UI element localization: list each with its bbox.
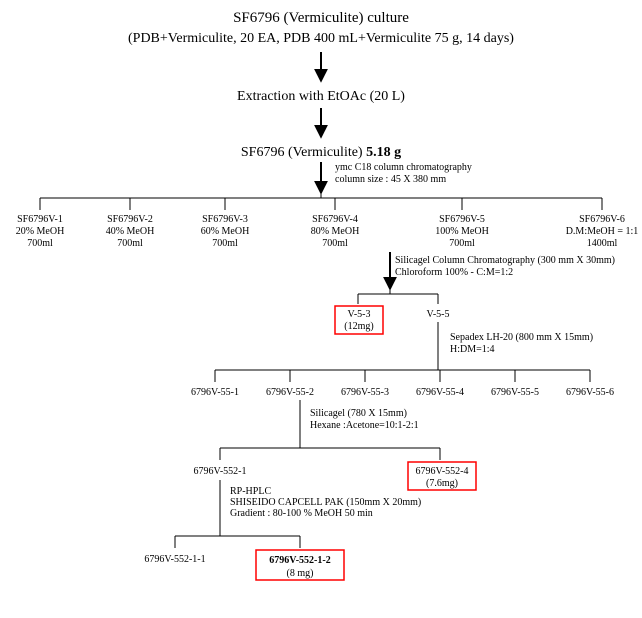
ann-seph-l1: Sepadex LH-20 (800 mm X 15mm)	[450, 332, 593, 343]
frac-vol: 1400ml	[587, 238, 618, 249]
v53-amt: (12mg)	[344, 321, 373, 332]
frac-vol: 700ml	[449, 238, 475, 249]
ann-silica2-l1: Silicagel (780 X 15mm)	[310, 408, 407, 419]
frac-solv: 100% MeOH	[435, 226, 489, 237]
frac-vol: 700ml	[27, 238, 53, 249]
frac-c18-5: SF6796V-6 D.M:MeOH = 1:1 1400ml	[566, 214, 639, 249]
frac-name: SF6796V-2	[107, 214, 153, 225]
f55-2: 6796V-55-3	[341, 387, 389, 398]
n5524: 6796V-552-4	[416, 466, 469, 477]
frac-name: SF6796V-4	[312, 214, 358, 225]
frac-solv: 80% MeOH	[311, 226, 360, 237]
frac-solv: D.M:MeOH = 1:1	[566, 226, 639, 237]
frac-c18-4: SF6796V-5 100% MeOH 700ml	[435, 214, 489, 249]
frac-c18-1: SF6796V-2 40% MeOH 700ml	[106, 214, 155, 249]
n55211: 6796V-552-1-1	[144, 554, 205, 565]
v53-name: V-5-3	[348, 309, 371, 320]
frac-vol: 700ml	[322, 238, 348, 249]
header-subtitle: (PDB+Vermiculite, 20 EA, PDB 400 mL+Verm…	[128, 31, 514, 46]
frac-c18-0: SF6796V-1 20% MeOH 700ml	[16, 214, 65, 249]
ann-seph-l2: H:DM=1:4	[450, 344, 495, 355]
frac-name: SF6796V-3	[202, 214, 248, 225]
f55-4: 6796V-55-5	[491, 387, 539, 398]
ann-c18-l2: column size : 45 X 380 mm	[335, 174, 446, 185]
frac-vol: 700ml	[117, 238, 143, 249]
step-mass-prefix: SF6796 (Vermiculite)	[241, 145, 366, 160]
frac-solv: 20% MeOH	[16, 226, 65, 237]
header-title: SF6796 (Vermiculite) culture	[233, 10, 409, 26]
ann-hplc-l3: Gradient : 80-100 % MeOH 50 min	[230, 508, 373, 519]
f55-1: 6796V-55-2	[266, 387, 314, 398]
step-mass: SF6796 (Vermiculite) 5.18 g	[241, 145, 401, 160]
f55-5: 6796V-55-6	[566, 387, 614, 398]
f55-3: 6796V-55-4	[416, 387, 464, 398]
frac-solv: 60% MeOH	[201, 226, 250, 237]
frac-c18-3: SF6796V-4 80% MeOH 700ml	[311, 214, 360, 249]
ann-c18-l1: ymc C18 column chromatography	[335, 162, 472, 173]
ann-silica2-l2: Hexane :Acetone=10:1-2:1	[310, 420, 419, 431]
frac-c18-2: SF6796V-3 60% MeOH 700ml	[201, 214, 250, 249]
n5521: 6796V-552-1	[194, 466, 247, 477]
n55212: 6796V-552-1-2	[269, 555, 330, 566]
step-mass-amount: 5.18 g	[366, 145, 401, 160]
a55212: (8 mg)	[287, 568, 314, 579]
frac-name: SF6796V-6	[579, 214, 625, 225]
ann-silica1-l2: Chloroform 100% - C:M=1:2	[395, 267, 513, 278]
frac-name: SF6796V-5	[439, 214, 485, 225]
ann-hplc-l2: SHISEIDO CAPCELL PAK (150mm X 20mm)	[230, 497, 421, 508]
frac-name: SF6796V-1	[17, 214, 63, 225]
f55-0: 6796V-55-1	[191, 387, 239, 398]
frac-vol: 700ml	[212, 238, 238, 249]
frac-solv: 40% MeOH	[106, 226, 155, 237]
a5524: (7.6mg)	[426, 478, 458, 489]
ann-hplc-l1: RP-HPLC	[230, 486, 271, 497]
ann-silica1-l1: Silicagel Column Chromatography (300 mm …	[395, 255, 615, 266]
step-extract: Extraction with EtOAc (20 L)	[237, 89, 405, 104]
v55-name: V-5-5	[427, 309, 450, 320]
